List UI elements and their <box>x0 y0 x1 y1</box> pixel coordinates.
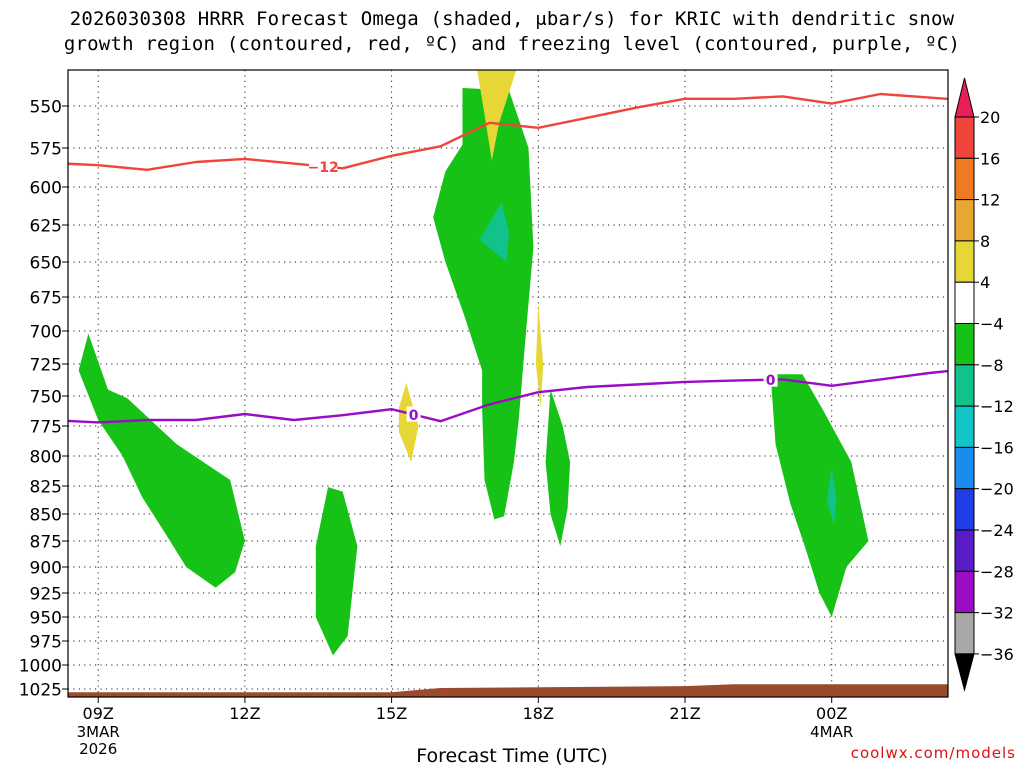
y-tick-label: 850 <box>30 506 62 526</box>
y-tick-label: 725 <box>30 356 62 376</box>
colorbar-label: −8 <box>980 356 1004 375</box>
colorbar-bin <box>954 240 975 283</box>
y-tick-label: 900 <box>30 559 62 579</box>
contour-dendritic <box>68 92 948 172</box>
y-tick-label: 875 <box>30 533 62 553</box>
contour-freezing-level <box>68 369 948 424</box>
colorbar-label: 20 <box>980 108 1000 127</box>
terrain <box>68 684 948 697</box>
colorbar-label: 12 <box>980 191 1000 210</box>
contour-label: 0 <box>409 408 419 424</box>
colorbar-bin <box>954 116 975 159</box>
colorbar-extend-high <box>954 77 975 118</box>
y-tick-label: 700 <box>30 323 62 343</box>
y-tick-label: 825 <box>30 478 62 498</box>
x-tick-label: 12Z <box>229 704 260 723</box>
colorbar-bin <box>954 488 975 531</box>
omega-positive-2 <box>398 383 419 462</box>
omega-shading <box>78 70 869 656</box>
contour-label: 0 <box>766 373 776 389</box>
colorbar-bin <box>954 157 975 201</box>
y-tick-label: 600 <box>30 179 62 199</box>
chart-title-line-2: growth region (contoured, red, ºC) and f… <box>63 33 961 55</box>
omega-region-2 <box>315 487 358 656</box>
colorbar-bin <box>954 199 975 242</box>
colorbar-label: −20 <box>980 480 1014 499</box>
contour-label: −12 <box>308 160 339 176</box>
omega-region-1 <box>78 333 245 588</box>
colorbar-bin <box>954 446 975 490</box>
colorbar-label: −28 <box>980 562 1014 581</box>
contour-label-bg <box>406 406 421 422</box>
colorbar-label: −36 <box>980 645 1014 664</box>
omega-region-3 <box>433 88 534 520</box>
x-tick-label: 18Z <box>523 704 554 723</box>
plot-frame <box>67 69 949 698</box>
colorbar-label: −12 <box>980 397 1014 416</box>
omega-region-3-core <box>479 202 509 262</box>
y-tick-label: 975 <box>30 633 62 653</box>
colorbar-bin <box>954 281 975 325</box>
omega-region-4 <box>545 389 571 547</box>
colorbar-label: 4 <box>980 273 990 292</box>
chart-title-line-1: 2026030308 HRRR Forecast Omega (shaded, … <box>69 8 955 30</box>
y-tick-label: 800 <box>30 448 62 468</box>
colorbar-label: −4 <box>980 315 1004 334</box>
y-tick-label: 650 <box>30 254 62 274</box>
y-tick-label: 750 <box>30 388 62 408</box>
credit-watermark: coolwx.com/models <box>850 744 1016 762</box>
x-tick-label: 00Z <box>816 704 847 723</box>
x-tick-date-label: 3MAR <box>77 723 120 741</box>
colorbar-bin <box>954 364 975 407</box>
colorbar: 20 16 12 8 4 −4 −8 −12 −16 −20 −24 −28 −32 −36 <box>954 77 1014 692</box>
y-tick-label: 925 <box>30 585 62 605</box>
contour-label-bg <box>763 371 778 387</box>
x-axis-title: Forecast Time (UTC) <box>416 745 608 767</box>
colorbar-bin <box>954 405 975 448</box>
y-tick-label: 1025 <box>19 681 62 701</box>
y-tick-label: 775 <box>30 418 62 438</box>
colorbar-label: 8 <box>980 232 990 251</box>
contour-label-bg <box>309 158 338 174</box>
terrain-layer <box>68 684 948 697</box>
y-tick-label: 950 <box>30 609 62 629</box>
colorbar-bin <box>954 570 975 614</box>
x-tick-label: 09Z <box>83 704 114 723</box>
colorbar-extend-low <box>954 653 975 692</box>
x-tick-date-label: 4MAR <box>810 723 853 741</box>
y-tick-label: 675 <box>30 289 62 309</box>
y-tick-label: 1000 <box>19 657 62 677</box>
y-tick-label: 550 <box>30 98 62 118</box>
contour-lines: −12 0 0 <box>68 92 948 424</box>
omega-region-5 <box>770 374 869 617</box>
omega-positive-3 <box>535 303 544 408</box>
colorbar-bin <box>954 529 975 572</box>
x-tick-date-label: 2026 <box>79 740 117 758</box>
x-tick-label: 21Z <box>669 704 700 723</box>
omega-region-5-core <box>826 468 837 525</box>
colorbar-label: −16 <box>980 438 1014 457</box>
omega-positive-1 <box>477 70 517 161</box>
colorbar-bin <box>954 323 975 366</box>
y-axis: 550 575 600 625 650 675 700 725 750 775 800 825 850 8… <box>19 98 68 701</box>
y-tick-label: 575 <box>30 140 62 160</box>
x-tick-label: 15Z <box>376 704 407 723</box>
colorbar-label: −32 <box>980 604 1014 623</box>
y-tick-label: 625 <box>30 217 62 237</box>
colorbar-bin <box>954 612 975 655</box>
colorbar-label: 16 <box>980 149 1000 168</box>
colorbar-label: −24 <box>980 521 1014 540</box>
